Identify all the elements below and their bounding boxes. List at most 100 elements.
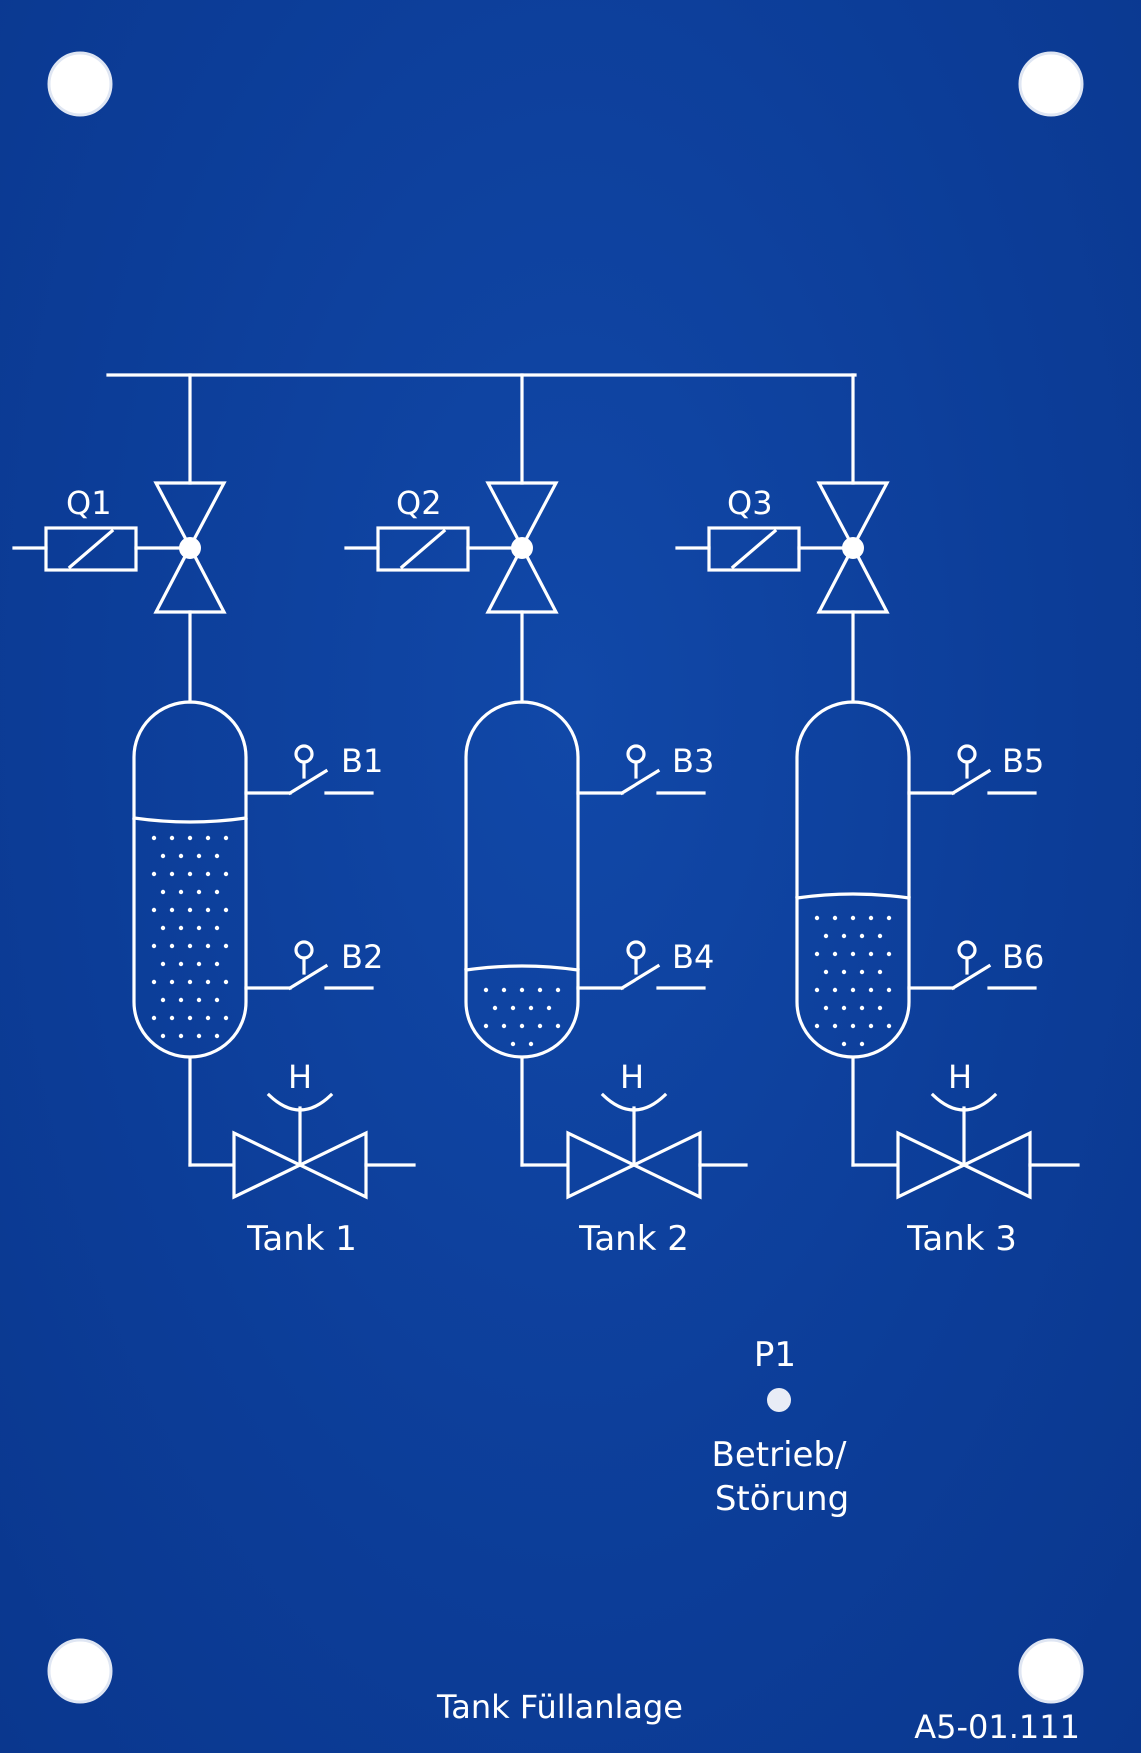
liquid-dot — [205, 835, 211, 841]
liquid-dot — [823, 1005, 829, 1011]
liquid-dot — [223, 907, 229, 913]
sensor-float-icon — [294, 744, 314, 764]
liquid-dot — [178, 889, 184, 895]
sensor-float-icon — [626, 744, 646, 764]
liquid-dot — [859, 969, 865, 975]
liquid-dot — [187, 907, 193, 913]
liquid-dot — [223, 1015, 229, 1021]
mounting-hole-top-left — [47, 51, 113, 117]
sensor-label-b2: B2 — [341, 938, 383, 976]
liquid-dot — [196, 1033, 202, 1039]
liquid-dot — [160, 925, 166, 931]
liquid-dot — [868, 1023, 874, 1029]
liquid-dot — [886, 915, 892, 921]
sensor-label-b5: B5 — [1002, 742, 1044, 780]
tank-1-liquid-surface — [132, 816, 248, 824]
level-switch-b6 — [950, 963, 992, 991]
part-number: A5-01.111 — [914, 1708, 1080, 1746]
mounting-hole-bottom-left — [47, 1638, 113, 1704]
liquid-dot — [151, 1015, 157, 1021]
liquid-dot — [868, 951, 874, 957]
liquid-dot — [178, 1033, 184, 1039]
liquid-dot — [841, 1041, 847, 1047]
lamp-caption-line2: Störung — [715, 1479, 849, 1519]
hand-valve-right — [960, 1130, 1032, 1200]
liquid-dot — [850, 951, 856, 957]
liquid-dot — [205, 907, 211, 913]
liquid-dot — [832, 915, 838, 921]
liquid-dot — [151, 835, 157, 841]
hand-valve-right — [296, 1130, 368, 1200]
liquid-dot — [205, 943, 211, 949]
liquid-dot — [886, 1023, 892, 1029]
liquid-dot — [178, 997, 184, 1003]
hand-label: H — [288, 1058, 312, 1096]
liquid-dot — [859, 933, 865, 939]
liquid-dot — [214, 997, 220, 1003]
status-lamp-p1 — [767, 1388, 791, 1412]
liquid-dot — [814, 987, 820, 993]
liquid-dot — [814, 1023, 820, 1029]
liquid-dot — [519, 987, 525, 993]
solenoid-valve-q1-upper — [153, 481, 227, 551]
hand-lever-icon — [266, 1092, 334, 1112]
level-switch-b4 — [619, 963, 661, 991]
liquid-dot — [814, 915, 820, 921]
liquid-dot — [205, 1015, 211, 1021]
lamp-caption-line1: Betrieb/ — [712, 1435, 847, 1475]
valve-pivot — [511, 537, 533, 559]
liquid-dot — [223, 943, 229, 949]
liquid-dot — [160, 889, 166, 895]
liquid-dot — [501, 1023, 507, 1029]
tank-label-1: Tank 1 — [246, 1219, 357, 1259]
sensor-float-icon — [957, 744, 977, 764]
sensor-label-b1: B1 — [341, 742, 383, 780]
hand-valve-left — [566, 1130, 638, 1200]
solenoid-valve-q2-upper — [485, 481, 559, 551]
level-switch-b2 — [287, 963, 329, 991]
liquid-dot — [187, 871, 193, 877]
liquid-dot — [214, 961, 220, 967]
liquid-dot — [814, 951, 820, 957]
tank-2-vessel — [464, 700, 580, 1059]
liquid-dot — [205, 871, 211, 877]
liquid-dot — [546, 1005, 552, 1011]
liquid-dot — [841, 969, 847, 975]
liquid-dot — [886, 951, 892, 957]
sensor-label-b4: B4 — [672, 938, 714, 976]
sensor-label-b6: B6 — [1002, 938, 1044, 976]
liquid-dot — [169, 979, 175, 985]
hand-valve-right — [630, 1130, 702, 1200]
sensor-float-icon — [294, 940, 314, 960]
solenoid-valve-q3-upper — [816, 481, 890, 551]
liquid-dot — [832, 951, 838, 957]
liquid-dot — [877, 969, 883, 975]
tank-label-2: Tank 2 — [578, 1219, 689, 1259]
tank-3-vessel — [795, 700, 911, 1059]
liquid-dot — [832, 987, 838, 993]
liquid-dot — [178, 961, 184, 967]
liquid-dot — [160, 1033, 166, 1039]
hand-lever-icon — [930, 1092, 998, 1112]
liquid-dot — [510, 1005, 516, 1011]
tank-1-liquid-dots — [151, 835, 229, 1039]
liquid-dot — [537, 1023, 543, 1029]
liquid-dot — [178, 853, 184, 859]
liquid-dot — [850, 915, 856, 921]
tank-1-assembly: Q1 B1 B2 H Tank 1 — [12, 373, 416, 1259]
coil-slash — [730, 528, 778, 570]
liquid-dot — [196, 925, 202, 931]
liquid-dot — [528, 1005, 534, 1011]
sensor-float-icon — [957, 940, 977, 960]
liquid-dot — [850, 1023, 856, 1029]
liquid-dot — [850, 987, 856, 993]
liquid-dot — [223, 979, 229, 985]
hand-valve-left — [232, 1130, 304, 1200]
liquid-dot — [868, 915, 874, 921]
liquid-dot — [151, 907, 157, 913]
level-switch-b5 — [950, 768, 992, 796]
tank-1-vessel — [132, 700, 248, 1059]
level-switch-b3 — [619, 768, 661, 796]
coil-slash — [399, 528, 447, 570]
